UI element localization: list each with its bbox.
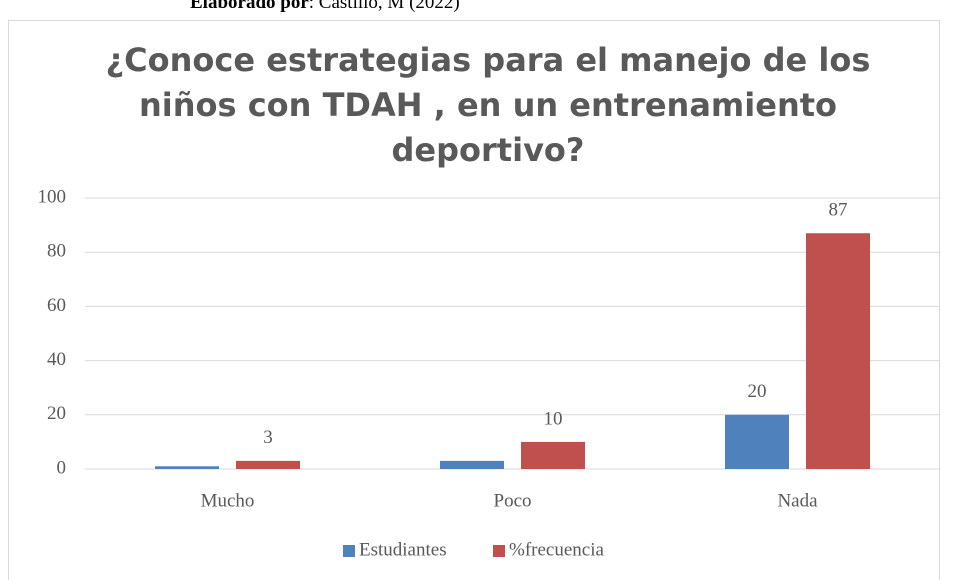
y-tick-label: 20	[47, 403, 66, 424]
chart-title: ¿Conoce estrategias para el manejo de lo…	[106, 41, 871, 79]
data-label: 20	[748, 381, 767, 402]
y-tick-label: 100	[38, 186, 67, 207]
caption-label: Elaborado por	[190, 0, 309, 13]
x-tick-label: Nada	[777, 490, 818, 511]
bar	[236, 460, 300, 469]
data-label: 10	[544, 408, 563, 429]
bar	[806, 233, 870, 469]
legend-label: Estudiantes	[359, 539, 447, 560]
legend-swatch	[493, 545, 505, 557]
y-tick-label: 40	[47, 349, 66, 370]
x-tick-label: Poco	[494, 490, 532, 511]
bar	[440, 460, 504, 469]
y-tick-label: 80	[47, 241, 66, 262]
caption-text: : Castillo, M (2022)	[309, 0, 460, 13]
bar	[521, 441, 585, 469]
caption: Elaborado por: Castillo, M (2022)	[190, 0, 460, 13]
data-label: 3	[263, 427, 273, 448]
chart-title: deportivo?	[392, 131, 585, 169]
bar	[155, 466, 219, 469]
data-label: 87	[829, 200, 848, 221]
y-tick-label: 0	[57, 457, 67, 478]
legend-label: %frecuencia	[509, 539, 604, 560]
bar	[725, 414, 789, 469]
chart-border	[8, 20, 940, 580]
chart-title: niños con TDAH , en un entrenamiento	[139, 86, 837, 124]
legend-swatch	[343, 545, 355, 557]
y-tick-label: 60	[47, 295, 66, 316]
x-tick-label: Mucho	[201, 490, 255, 511]
